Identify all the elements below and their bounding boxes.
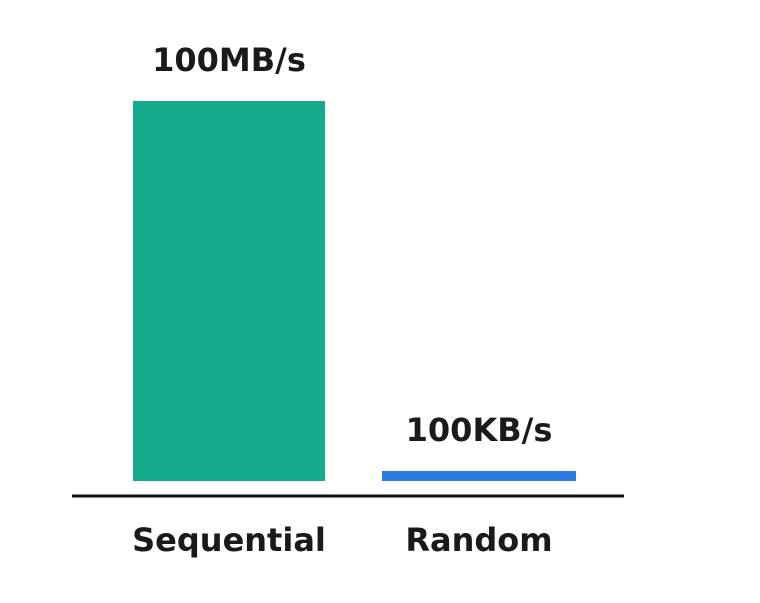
category-label-random: Random [405,521,552,559]
bar-random [382,471,576,481]
bar-sequential [133,101,325,481]
category-label-sequential: Sequential [132,521,326,559]
bars-group [133,101,576,481]
data-label-sequential: 100MB/s [152,41,306,79]
data-label-random: 100KB/s [406,411,553,449]
